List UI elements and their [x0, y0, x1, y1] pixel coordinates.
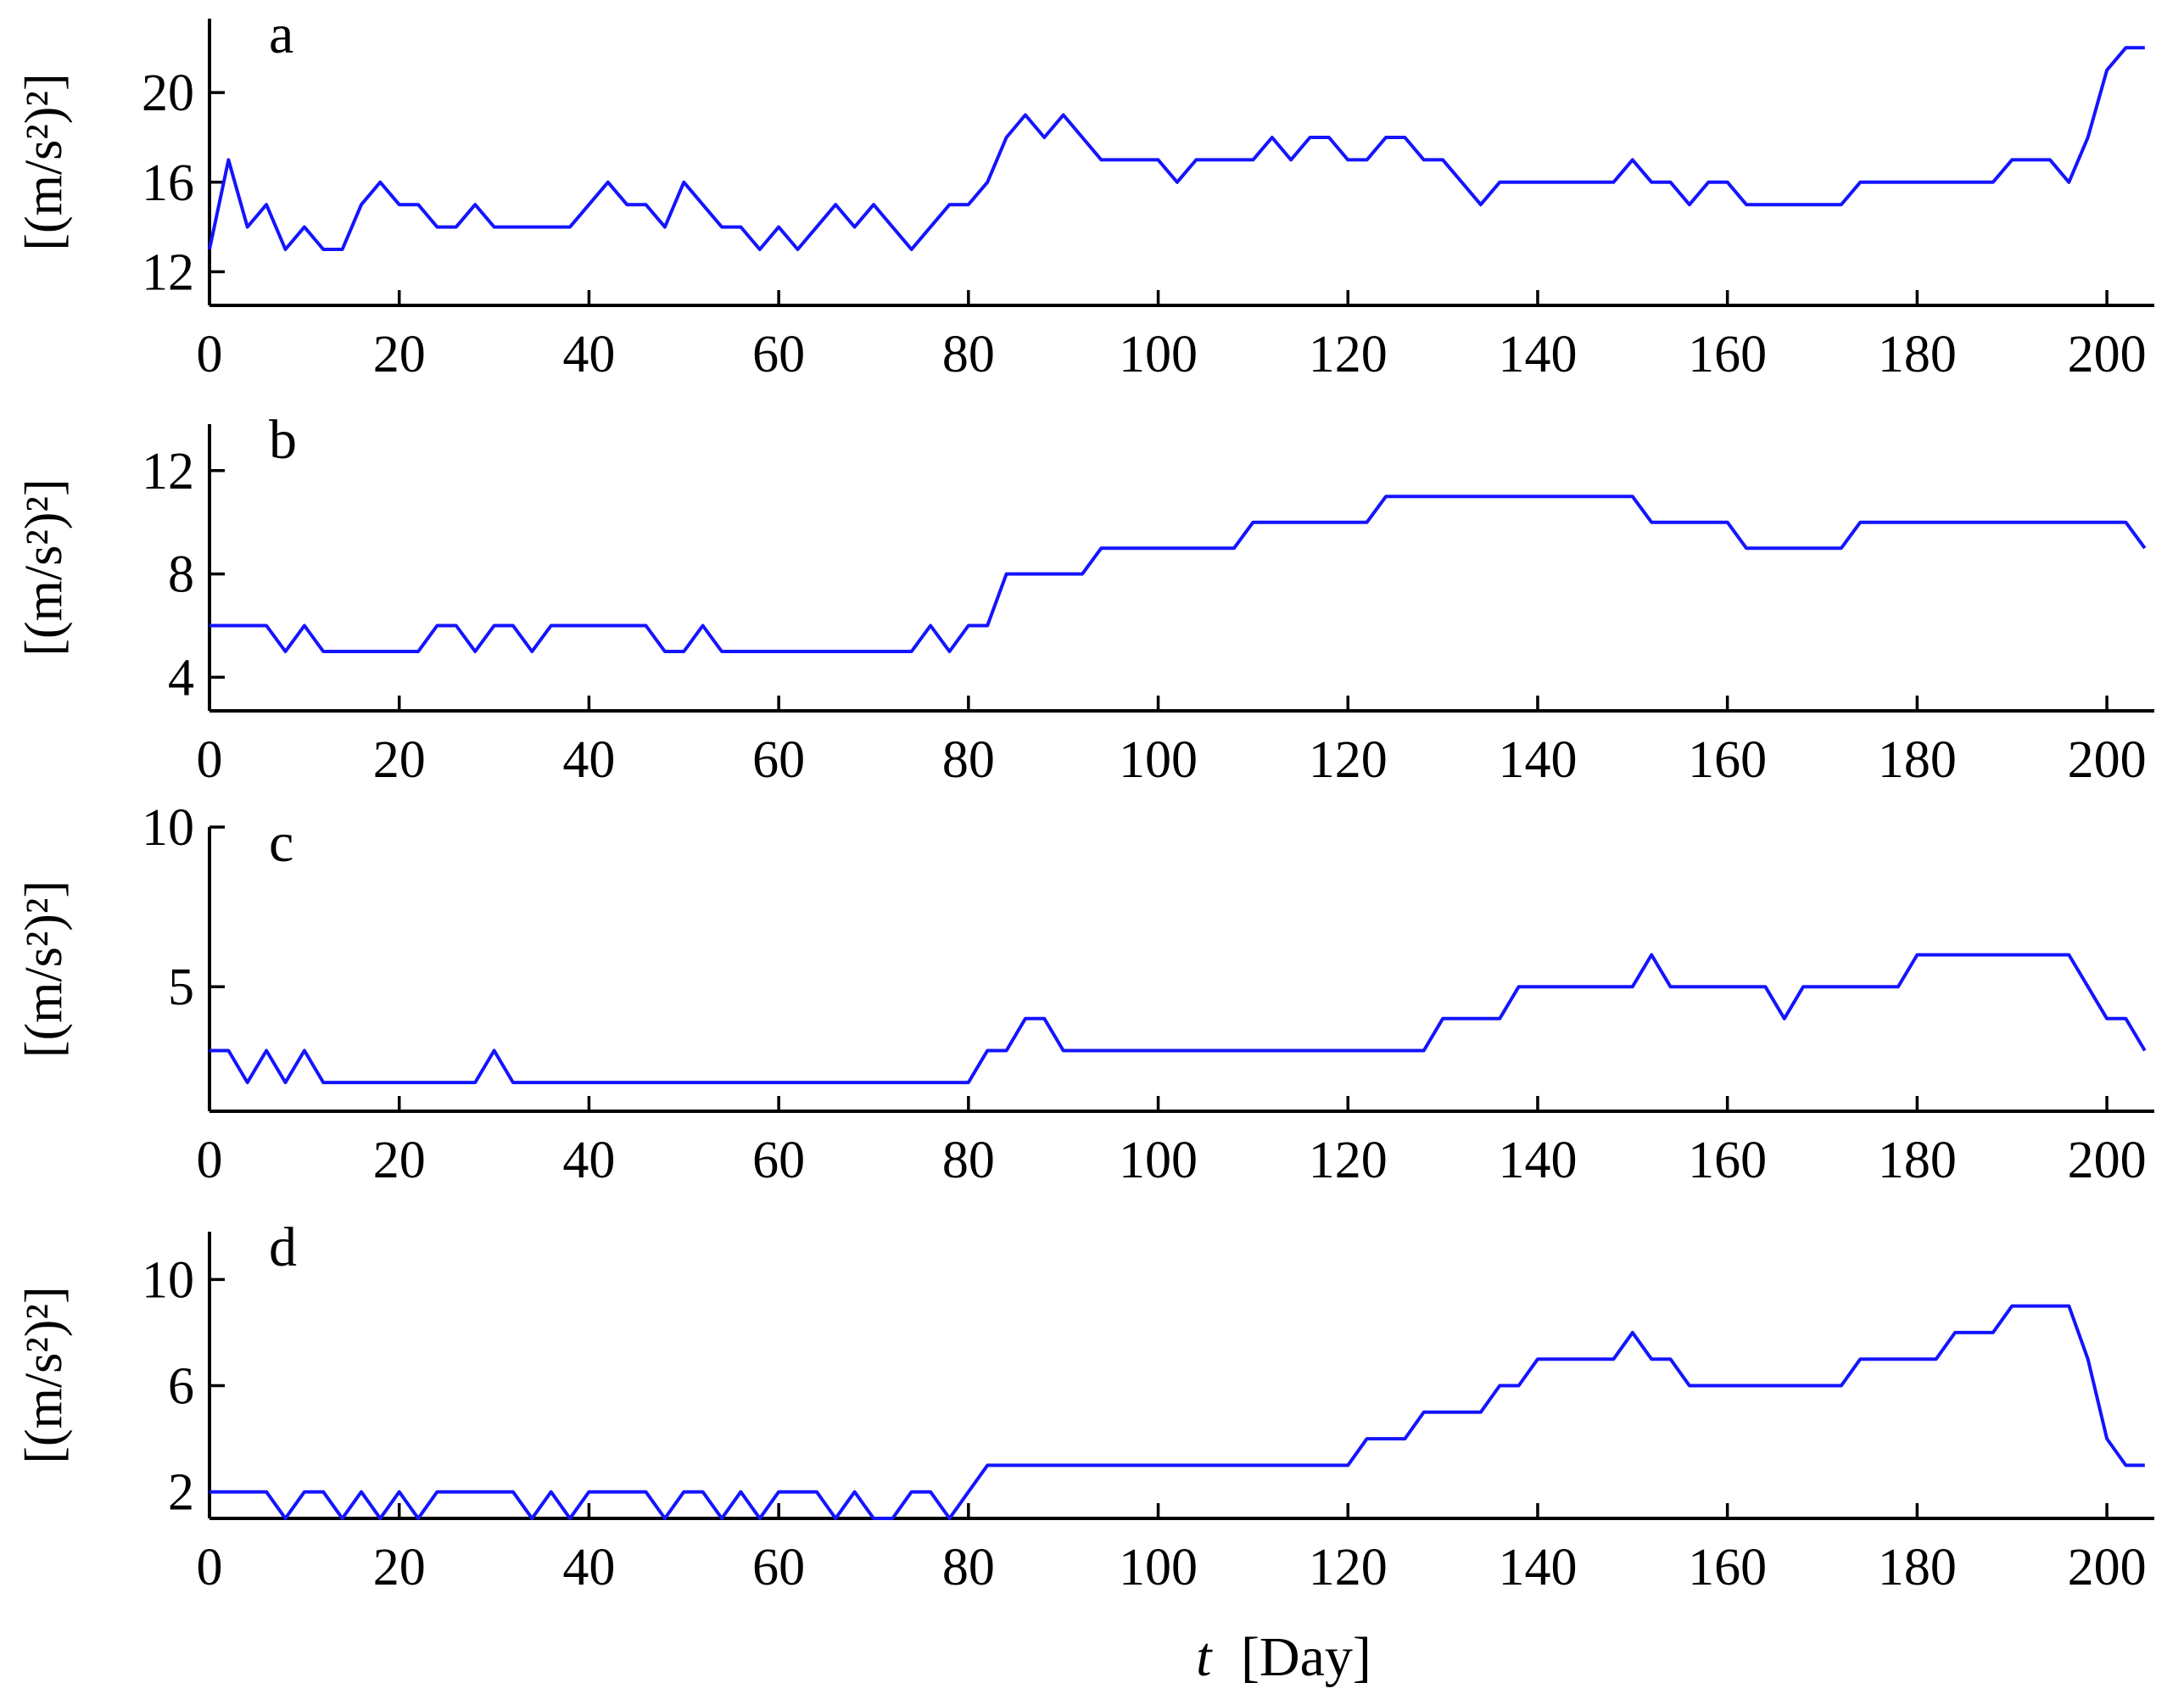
x-tick-label: 80 — [942, 1132, 995, 1189]
panel-a: 0 20 40 60 80 100 120 140 160 180 200 12 16 20 a [(m/s²… — [15, 3, 2154, 383]
panels-group: 0 20 40 60 80 100 120 140 160 180 200121620a[(m/s²… — [15, 3, 2154, 1596]
panel-b: 0 20 40 60 80 100 120 140 160 180 200 4 8 12 b [(m/s²)²… — [15, 409, 2154, 789]
x-tick-label: 200 — [2068, 1132, 2147, 1189]
series-line — [209, 495, 2147, 653]
x-tick-label: 160 — [1688, 1539, 1767, 1596]
x-tick-label: 180 — [1878, 731, 1957, 789]
x-tick-label: 100 — [1119, 326, 1198, 383]
y-tick-label: 5 — [168, 959, 194, 1016]
x-tick-label: 120 — [1309, 731, 1388, 789]
x-tick-label: 60 — [752, 1132, 805, 1189]
x-tick-label: 20 — [373, 1539, 426, 1596]
x-tick-label: 100 — [1119, 731, 1198, 789]
x-tick-label: 0 — [197, 1132, 223, 1189]
x-tick-label: 140 — [1498, 1132, 1577, 1189]
x-axis-variable: t — [1196, 1626, 1213, 1688]
x-tick-label: 40 — [562, 326, 615, 383]
x-tick-label: 120 — [1309, 1132, 1388, 1189]
x-tick-label: 20 — [373, 1132, 426, 1189]
panel-letter: a — [269, 3, 293, 65]
x-tick-label: 180 — [1878, 326, 1957, 383]
panel-letter: b — [269, 409, 297, 471]
y-tick-label: 6 — [168, 1358, 194, 1416]
y-tick-label: 12 — [142, 243, 194, 301]
y-axis-label: [(m/s²)²] — [15, 73, 73, 250]
x-tick-label: 180 — [1878, 1132, 1957, 1189]
x-tick-label: 200 — [2068, 1539, 2147, 1596]
x-tick-label: 0 — [197, 326, 223, 383]
y-tick-label: 8 — [168, 546, 194, 604]
x-tick-label: 80 — [942, 1539, 995, 1596]
x-tick-label: 40 — [562, 731, 615, 789]
x-tick-label: 160 — [1688, 731, 1767, 789]
series-line — [209, 1304, 2145, 1520]
panel-letter: c — [269, 812, 293, 874]
y-axis-label: [(m/s²)²] — [15, 881, 73, 1058]
x-tick-label: 200 — [2068, 326, 2147, 383]
x-tick-label: 140 — [1498, 326, 1577, 383]
x-tick-label: 100 — [1119, 1539, 1198, 1596]
x-tick-label: 80 — [942, 731, 995, 789]
x-tick-label: 20 — [373, 326, 426, 383]
x-tick-label: 140 — [1498, 731, 1577, 789]
x-tick-label: 0 — [197, 731, 223, 789]
x-tick-label: 100 — [1119, 1132, 1198, 1189]
x-tick-label: 40 — [562, 1132, 615, 1189]
x-tick-label: 60 — [752, 326, 805, 383]
x-tick-label: 60 — [752, 1539, 805, 1596]
x-tick-label: 20 — [373, 731, 426, 789]
series-line — [208, 46, 2145, 251]
panel-d: 0 20 40 60 80 100 120 140 160 180 200 2 6 10 d [(m/s²)²… — [15, 1216, 2154, 1596]
x-tick-label: 160 — [1688, 1132, 1767, 1189]
y-tick-label: 10 — [142, 1251, 194, 1309]
y-axis-label: [(m/s²)²] — [15, 1286, 73, 1463]
x-tick-label: 60 — [752, 731, 805, 789]
x-tick-label: 120 — [1309, 1539, 1388, 1596]
series-line — [209, 953, 2147, 1085]
x-tick-label: 180 — [1878, 1539, 1957, 1596]
y-tick-label: 20 — [142, 64, 194, 122]
panel-c: 0 20 40 60 80 100 120 140 160 180 200 5 10 c [(m/s²)²] — [15, 799, 2154, 1189]
y-axis-label: [(m/s²)²] — [15, 478, 73, 656]
y-tick-label: 12 — [142, 443, 194, 500]
y-tick-label: 4 — [168, 649, 194, 707]
x-axis-unit: [Day] — [1241, 1626, 1371, 1688]
x-tick-label: 140 — [1498, 1539, 1577, 1596]
y-tick-label: 10 — [142, 799, 194, 857]
x-axis-label: t [Day] — [1196, 1626, 1371, 1688]
x-tick-label: 200 — [2068, 731, 2147, 789]
x-tick-label: 80 — [942, 326, 995, 383]
x-tick-label: 160 — [1688, 326, 1767, 383]
panel-letter: d — [269, 1216, 297, 1278]
x-tick-label: 40 — [562, 1539, 615, 1596]
x-tick-label: 0 — [197, 1539, 223, 1596]
y-tick-label: 16 — [142, 154, 194, 212]
y-tick-label: 2 — [168, 1464, 194, 1522]
x-tick-label: 120 — [1309, 326, 1388, 383]
